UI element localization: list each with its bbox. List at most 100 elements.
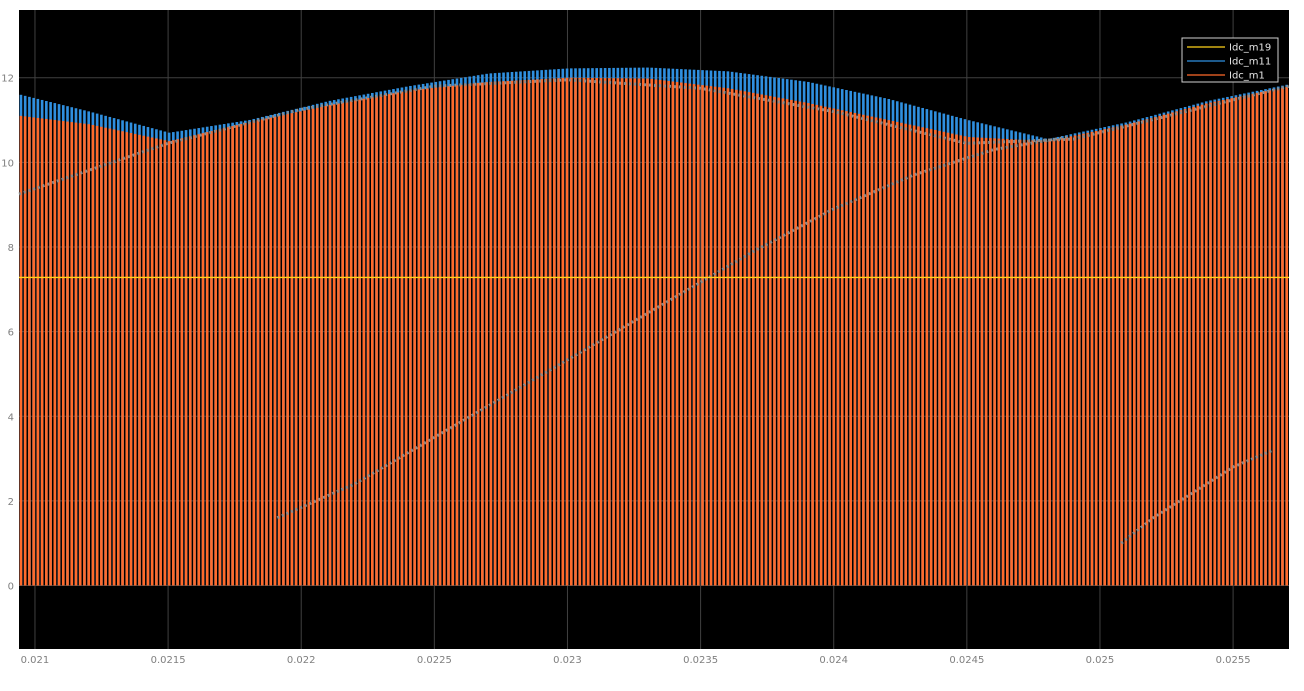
idc-m1-pulse [764,95,768,586]
idc-m1-pulse [481,82,484,586]
idc-m1-pulse [290,113,294,586]
idc-m1-pulse [1073,135,1077,586]
idc-m1-pulse [1162,114,1166,586]
idc-m1-pulse [963,136,967,586]
idc-m1-pulse [286,114,289,586]
idc-m1-pulse [993,138,996,586]
idc-m1-pulse [244,123,247,586]
idc-m1-pulse [1179,110,1183,586]
idc-m1-pulse [722,87,725,586]
idc-m1-pulse [718,87,721,586]
idc-m1-pulse [1065,137,1068,586]
idc-m1-pulse [472,83,476,586]
idc-m1-pulse [112,129,116,586]
idc-m1-pulse [256,120,260,586]
idc-m1-pulse [1001,138,1005,586]
idc-m1-pulse [1107,128,1111,586]
idc-m1-pulse [1154,116,1157,586]
idc-m1-pulse [641,78,645,586]
legend[interactable]: Idc_m19 Idc_m11 Idc_m1 [1181,37,1279,83]
y-axis-ticks: 0 2 4 6 8 10 12 [1,74,14,593]
idc-m1-pulse [1243,95,1246,586]
x-axis-ticks: 0.021 0.0215 0.022 0.0225 0.023 0.0235 0.024 0.… [21,655,1251,666]
idc-m1-pulse [519,80,522,586]
idc-m1-pulse [959,135,963,586]
idc-m1-pulse [248,122,251,586]
idc-m1-pulse [222,128,226,586]
legend-label-idc-m1: Idc_m1 [1229,71,1265,82]
idc-m1-pulse [832,108,836,586]
idc-m1-pulse [756,93,759,586]
idc-m1-pulse [1077,134,1081,586]
idc-m1-pulse [57,120,61,586]
idc-m1-pulse [976,137,979,586]
idc-m1-pulse [701,85,704,586]
idc-m1-pulse [400,91,404,586]
idc-m1-pulse [654,79,658,586]
idc-m1-pulse [785,99,789,586]
idc-m1-pulse [794,100,797,586]
idc-m1-pulse [946,132,950,586]
idc-m1-pulse [870,116,874,586]
idc-m1-pulse [709,86,713,586]
idc-m1-pulse [828,107,831,586]
idc-m1-pulse [184,137,188,586]
idc-m1-pulse [574,77,577,586]
idc-m1-pulse [32,117,35,586]
idc-m1-pulse [28,116,31,586]
idc-m1-pulse [1238,96,1242,586]
idc-m1-pulse [773,96,776,586]
idc-m1-pulse [455,85,459,586]
idc-m1-pulse [904,123,908,586]
idc-m1-pulse [1018,139,1022,586]
idc-m1-pulse [578,77,582,586]
idc-m1-pulse [180,138,184,586]
idc-m1-pulse [1103,129,1106,586]
x-tick-label: 0.025 [1086,655,1115,666]
idc-m1-pulse [1260,92,1263,586]
idc-m1-pulse [836,109,840,586]
idc-m1-pulse [667,80,670,586]
idc-m1-pulse [227,127,230,586]
idc-m1-pulse [155,138,158,586]
idc-m1-pulse [417,89,421,586]
idc-m1-pulse [485,82,488,586]
idc-m1-pulse [586,77,590,586]
idc-m1-pulse [1048,140,1051,586]
idc-m1-pulse [760,94,764,586]
idc-m1-pulse [138,134,141,586]
idc-m1-pulse [950,133,954,586]
idc-m1-pulse [1200,104,1204,586]
idc-m1-pulse [629,78,632,586]
idc-m1-pulse [743,91,747,586]
idc-m1-pulse [807,103,810,586]
idc-m1-pulse [61,121,65,586]
idc-m1-pulse [239,124,243,586]
idc-m1-pulse [675,82,679,586]
idc-m1-pulse [498,81,501,586]
idc-m1-pulse [1268,90,1272,586]
y-tick-label: 10 [1,158,14,169]
idc-m1-pulse [129,133,133,586]
idc-m1-pulse [1099,130,1102,586]
idc-m1-pulse [1192,106,1195,586]
idc-m1-pulse [1183,109,1187,586]
idc-m1-pulse [942,131,946,586]
idc-m1-pulse [421,88,425,586]
idc-m1-pulse [1044,141,1047,586]
idc-m1-pulse [150,137,154,586]
idc-m1-pulse [1272,89,1276,586]
idc-m1-pulse [1056,139,1060,586]
idc-m1-pulse [1264,91,1267,586]
idc-m1-pulse [815,104,819,586]
idc-m1-pulse [1281,87,1284,586]
idc-m1-pulse [557,78,560,586]
idc-m1-pulse [531,79,535,586]
idc-m1-pulse [176,139,179,586]
idc-m1-pulse [823,106,827,586]
idc-m1-pulse [506,80,510,586]
idc-m1-pulse [104,127,107,586]
idc-m1-pulse [608,78,611,586]
idc-m1-pulse [730,88,734,586]
